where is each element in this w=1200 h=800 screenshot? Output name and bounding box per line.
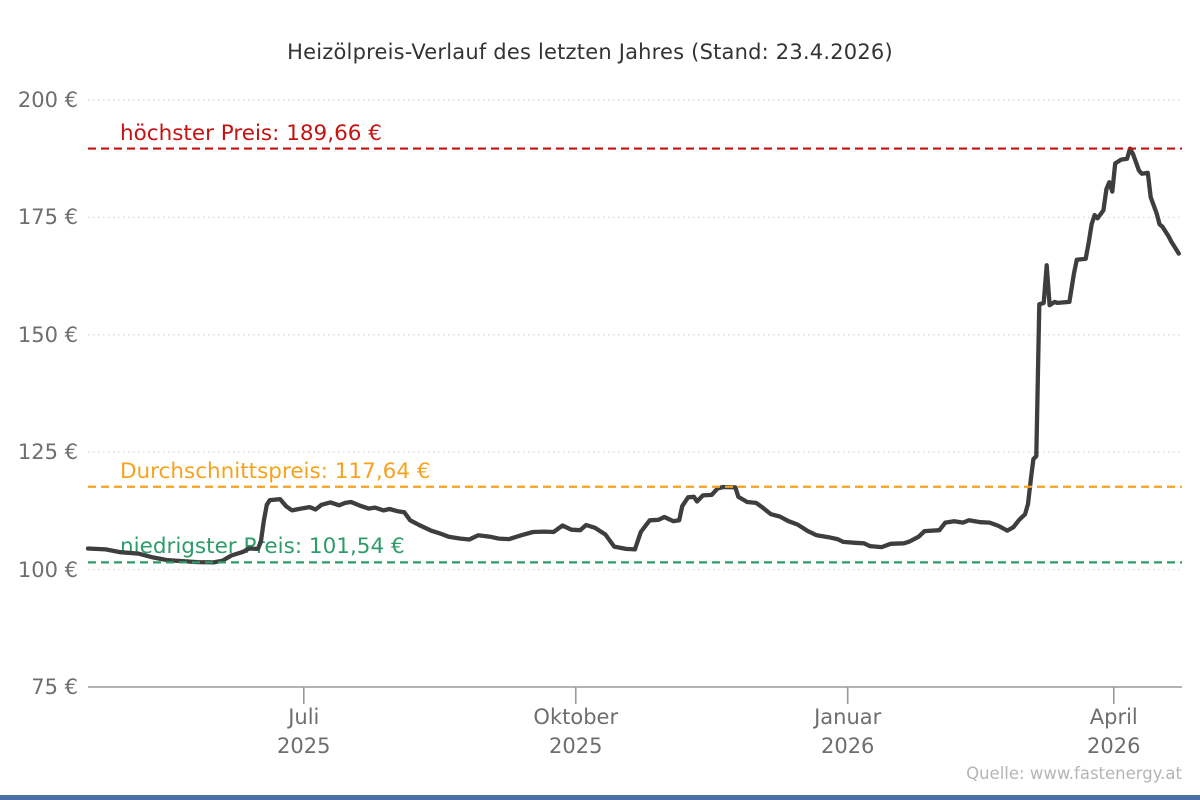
source-credit: Quelle: www.fastenergy.at bbox=[966, 764, 1182, 783]
page-title: Heizölpreis-Verlauf des letzten Jahres (… bbox=[287, 40, 893, 64]
y-axis-label-75: 75 € bbox=[31, 675, 78, 699]
month-label: Januar bbox=[814, 705, 882, 729]
x-axis-label-oktober: Oktober 2025 bbox=[496, 703, 656, 761]
month-label: April bbox=[1089, 705, 1138, 729]
month-label: Juli bbox=[288, 705, 320, 729]
annotation-lowest-price: niedrigster Preis: 101,54 € bbox=[120, 534, 405, 560]
x-axis-label-januar: Januar 2026 bbox=[768, 703, 928, 761]
month-label: Oktober bbox=[533, 705, 619, 729]
footer-bar bbox=[0, 795, 1200, 800]
y-axis-label-175: 175 € bbox=[17, 205, 78, 230]
annotation-highest-price: höchster Preis: 189,66 € bbox=[120, 120, 382, 146]
annotation-average-price: Durchschnittspreis: 117,64 € bbox=[120, 458, 431, 484]
year-label: 2025 bbox=[277, 734, 331, 758]
y-axis-label-150: 150 € bbox=[17, 322, 78, 347]
y-axis-label-100: 100 € bbox=[17, 557, 78, 582]
year-label: 2025 bbox=[549, 734, 603, 758]
year-label: 2026 bbox=[820, 734, 875, 758]
price-series-line bbox=[85, 146, 1181, 565]
year-label: 2026 bbox=[1087, 734, 1141, 758]
y-axis-label-125: 125 € bbox=[17, 440, 78, 465]
y-axis-label-200: 200 € bbox=[17, 88, 78, 112]
x-axis-label-april: April 2026 bbox=[1034, 703, 1194, 761]
x-axis-label-juli: Juli 2025 bbox=[224, 703, 384, 761]
